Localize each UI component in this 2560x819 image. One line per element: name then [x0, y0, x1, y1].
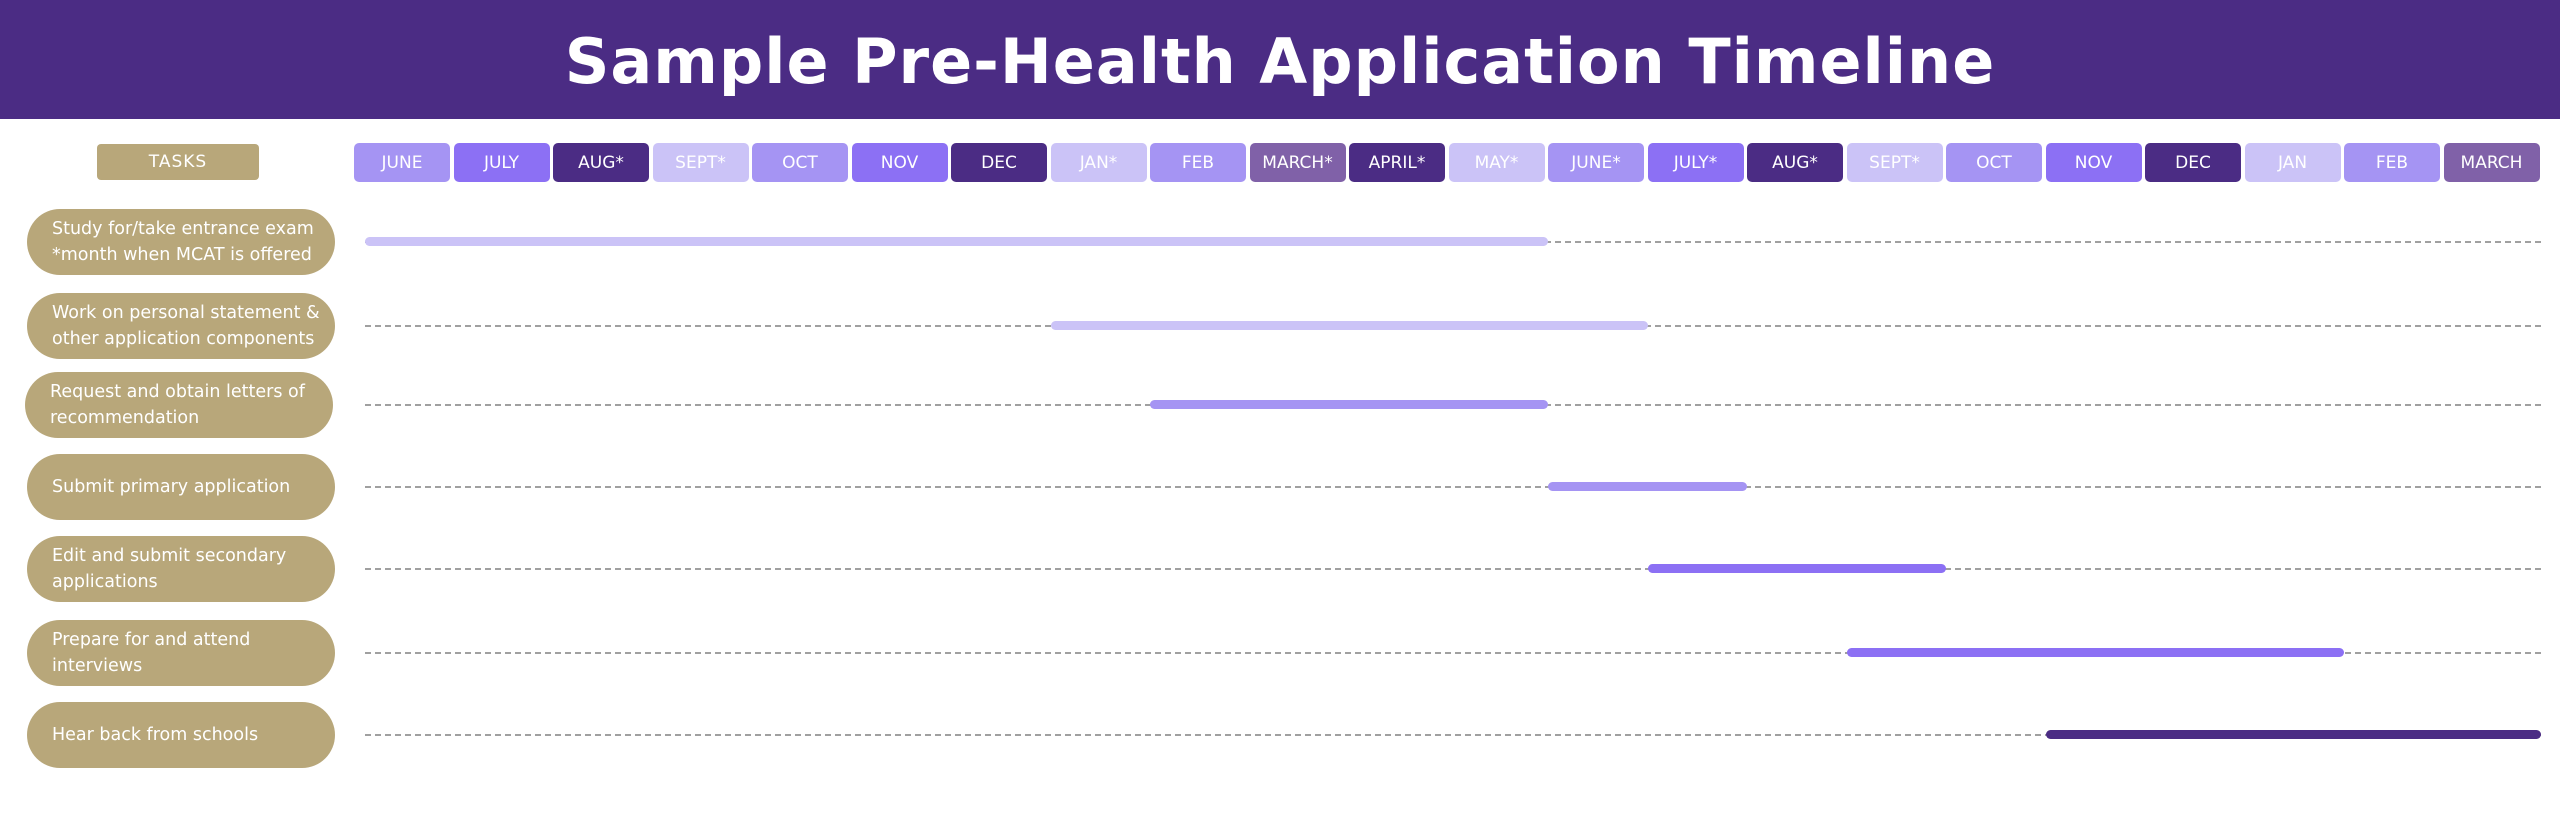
month-cell: DEC	[2145, 143, 2241, 182]
month-cell: JAN	[2244, 143, 2341, 182]
row-guide-line	[365, 734, 2541, 736]
task-label: Request and obtain letters of recommenda…	[25, 372, 333, 438]
month-cell: MAY*	[1448, 143, 1545, 182]
month-cell: MARCH	[2443, 143, 2540, 182]
month-cell: JULY	[453, 143, 550, 182]
month-cell: SEPT*	[652, 143, 749, 182]
row-guide-line	[365, 652, 2541, 654]
month-cell: JUNE	[354, 143, 450, 182]
tasks-column-header: TASKS	[97, 144, 259, 180]
month-cell: APRIL*	[1349, 143, 1445, 182]
task-label: Study for/take entrance exam *month when…	[27, 209, 335, 275]
month-cell: JULY*	[1647, 143, 1744, 182]
month-cell: NOV	[851, 143, 948, 182]
row-guide-line	[365, 568, 2541, 570]
row-guide-line	[365, 486, 2541, 488]
task-duration-bar	[1150, 400, 1548, 409]
task-label: Prepare for and attend interviews	[27, 620, 335, 686]
task-label: Hear back from schools	[27, 702, 335, 768]
month-cell: SEPT*	[1846, 143, 1943, 182]
month-cell: AUG*	[1747, 143, 1843, 182]
month-cell: MARCH*	[1249, 143, 1346, 182]
task-duration-bar	[365, 237, 1548, 246]
month-cell: JUNE*	[1548, 143, 1644, 182]
month-cell: OCT	[1946, 143, 2042, 182]
month-cell: DEC	[951, 143, 1047, 182]
month-cell: JAN*	[1050, 143, 1147, 182]
task-label: Submit primary application	[27, 454, 335, 520]
month-header-row: JUNE JULY AUG* SEPT* OCT NOV DEC JAN* FEB MARCH* A…	[354, 143, 2541, 182]
task-duration-bar	[1846, 648, 2344, 657]
task-duration-bar	[1548, 482, 1747, 491]
month-cell: FEB	[2344, 143, 2440, 182]
month-cell: NOV	[2045, 143, 2142, 182]
task-duration-bar	[1647, 564, 1946, 573]
header-banner: Sample Pre-Health Application Timeline	[0, 0, 2560, 119]
task-duration-bar	[2045, 730, 2541, 739]
task-duration-bar	[1050, 321, 1648, 330]
task-label: Edit and submit secondary applications	[27, 536, 335, 602]
month-cell: FEB	[1150, 143, 1246, 182]
month-cell: AUG*	[553, 143, 649, 182]
month-cell: OCT	[752, 143, 848, 182]
page-title: Sample Pre-Health Application Timeline	[564, 25, 1996, 98]
task-label: Work on personal statement & other appli…	[27, 293, 335, 359]
